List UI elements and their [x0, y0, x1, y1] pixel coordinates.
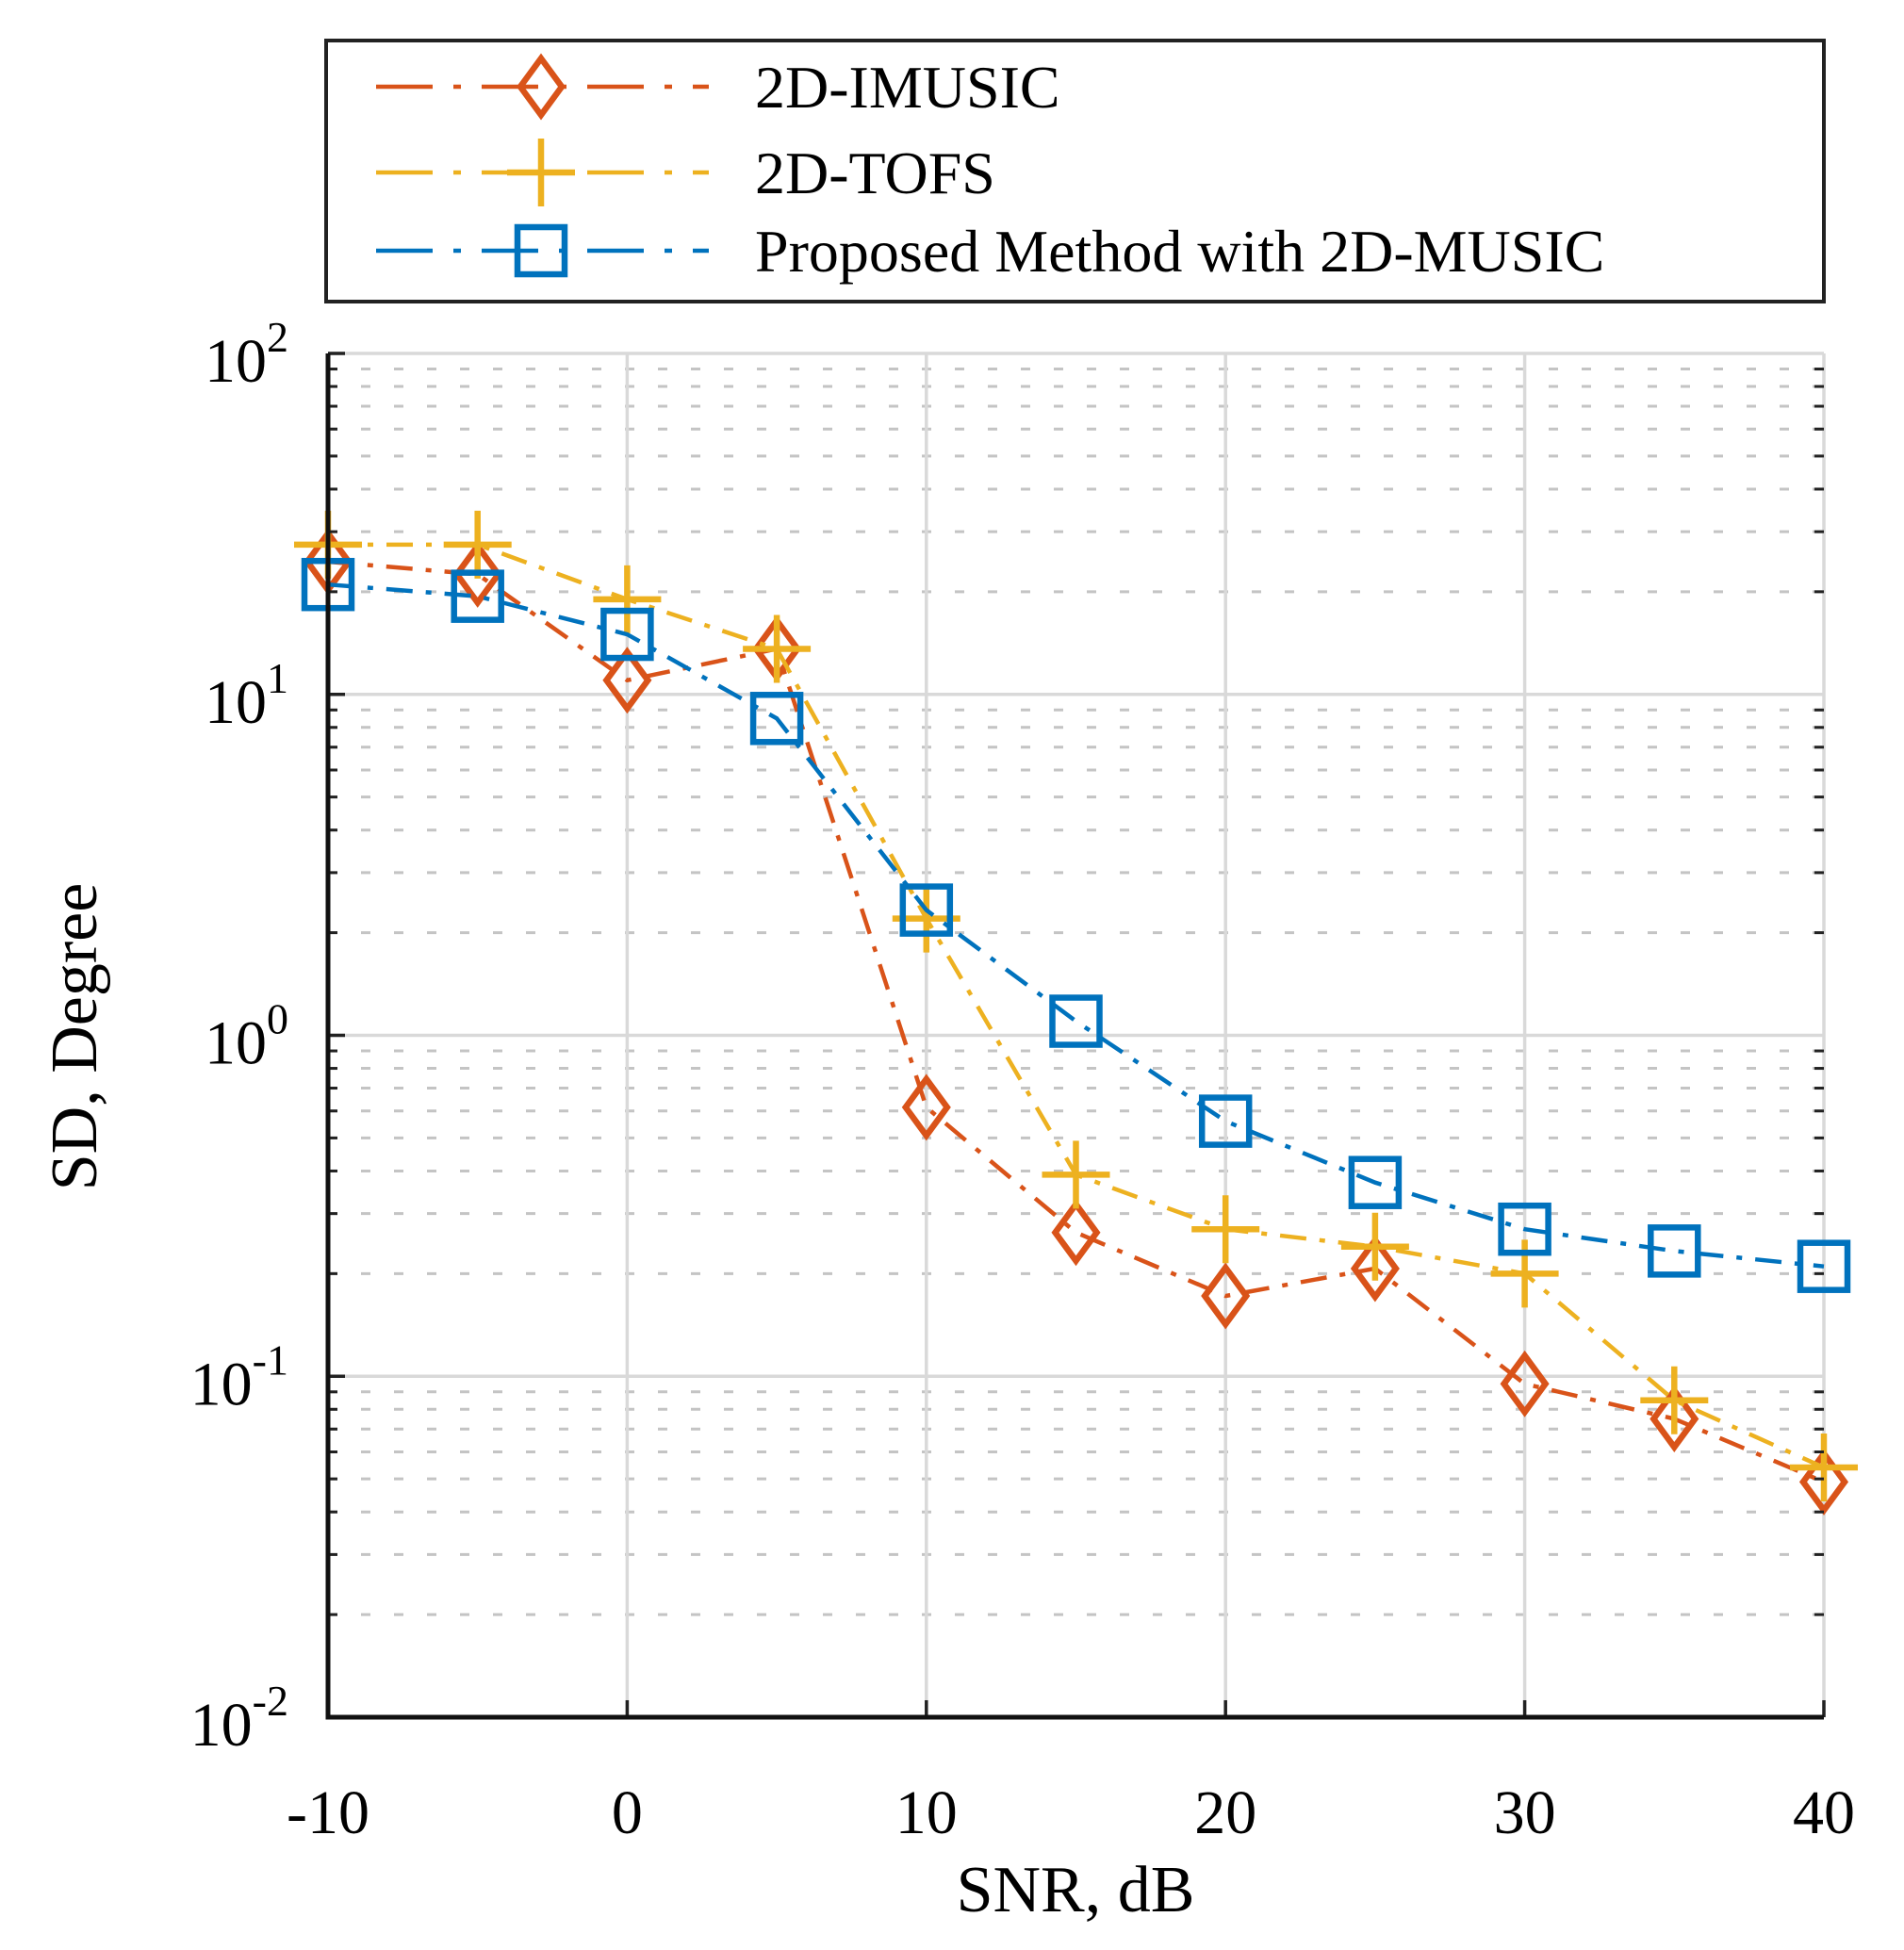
plus-marker	[1042, 1140, 1110, 1209]
plus-marker	[443, 510, 512, 579]
legend-box	[324, 39, 1826, 303]
diamond-marker	[1500, 1350, 1550, 1417]
x-tick-label: 0	[612, 1778, 643, 1847]
square-marker	[451, 569, 504, 623]
diamond-marker	[602, 647, 652, 714]
diamond-marker	[1201, 1262, 1251, 1330]
plus-marker	[743, 614, 812, 683]
plus-marker	[593, 565, 662, 633]
axis-lines	[325, 353, 1824, 1720]
grid	[326, 352, 1826, 1719]
plus-marker	[507, 139, 575, 206]
x-tick-label: 40	[1793, 1778, 1855, 1847]
plus-marker	[1340, 1212, 1409, 1281]
x-tick-label: -10	[287, 1778, 369, 1847]
diamond-marker	[516, 53, 566, 121]
y-axis-label: SD, Degree	[39, 883, 111, 1191]
square-marker	[1348, 1155, 1403, 1209]
legend: 2D-IMUSIC 2D-TOFS Proposed Method with 2D-…	[324, 39, 1826, 303]
square-marker	[749, 692, 804, 746]
x-tick-label: 10	[895, 1778, 958, 1847]
legend-entry: Proposed Method with 2D-MUSIC	[376, 218, 1604, 285]
legend-label: 2D-IMUSIC	[755, 54, 1060, 121]
diamond-marker	[452, 540, 502, 608]
y-tick-label: 10-2	[190, 1677, 288, 1760]
square-marker	[1198, 1094, 1253, 1148]
x-axis-label: SNR, dB	[957, 1854, 1195, 1926]
legend-label: 2D-TOFS	[755, 139, 995, 206]
y-tick-label: 100	[205, 995, 288, 1078]
legend-entry: 2D-TOFS	[376, 139, 995, 206]
plus-marker	[1191, 1195, 1260, 1264]
diamond-marker	[1798, 1448, 1849, 1516]
square-marker	[1648, 1224, 1701, 1278]
y-tick-label: 102	[205, 313, 288, 396]
legend-label: Proposed Method with 2D-MUSIC	[755, 218, 1604, 285]
diamond-marker	[901, 1073, 951, 1141]
y-tick-label: 10-1	[190, 1336, 288, 1418]
diamond-marker	[1350, 1235, 1400, 1303]
series-2d-imusic	[303, 528, 1849, 1516]
square-marker	[899, 883, 954, 937]
axes: 10-2 10-1 100 101 102 -10 0 10 20 30 40	[190, 313, 1855, 1847]
x-tick-label: 20	[1194, 1778, 1256, 1847]
square-marker	[600, 607, 654, 662]
plus-marker	[1790, 1434, 1858, 1502]
plus-marker	[1640, 1366, 1709, 1434]
square-marker	[1797, 1239, 1851, 1293]
series-layer	[294, 510, 1858, 1516]
square-marker	[1498, 1202, 1551, 1256]
square-marker	[514, 223, 568, 278]
series-line	[327, 582, 1825, 1269]
series-2d-tofs	[294, 510, 1858, 1502]
diamond-marker	[1650, 1385, 1699, 1452]
series-line	[327, 559, 1825, 1484]
x-tick-label: 30	[1494, 1778, 1556, 1847]
square-marker	[1049, 994, 1103, 1048]
legend-entry: 2D-IMUSIC	[376, 53, 1060, 121]
diamond-marker	[1051, 1199, 1101, 1267]
series-line	[328, 542, 1825, 1470]
y-tick-label: 101	[205, 654, 288, 737]
